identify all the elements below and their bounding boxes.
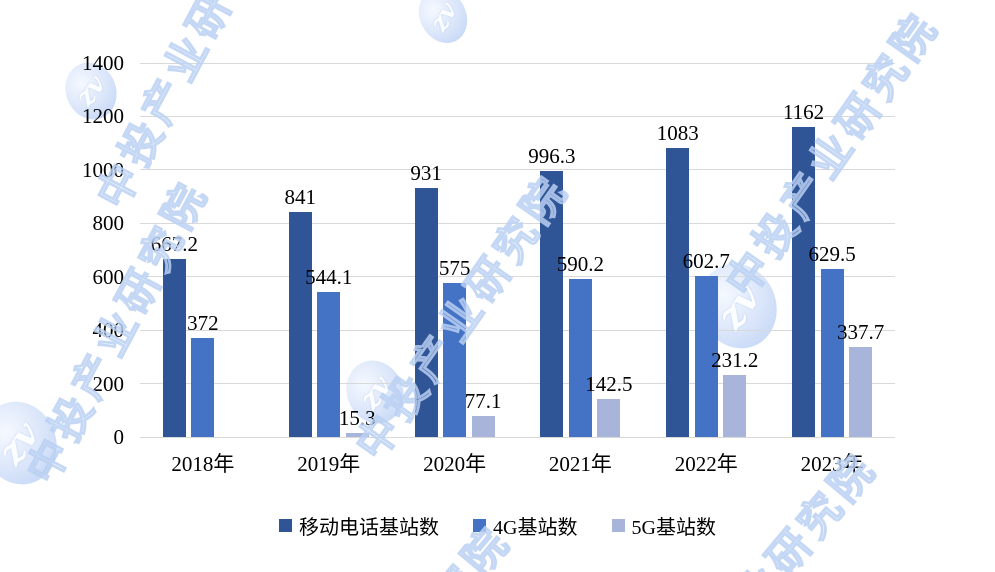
- y-tick-label: 800: [92, 211, 125, 236]
- x-category-label: 2021年: [548, 452, 612, 476]
- gridline: [140, 436, 895, 438]
- legend-item: 5G基站数: [611, 511, 716, 540]
- bar-value-label: 841: [284, 185, 317, 210]
- x-category-label: 2023年: [800, 452, 864, 476]
- y-tick-label: 400: [92, 318, 125, 343]
- bar-value-label: 667.2: [150, 231, 199, 256]
- bar-value-label: 602.7: [682, 248, 730, 273]
- y-tick-label: 1200: [82, 104, 124, 129]
- gridline: [140, 62, 895, 64]
- bar-value-label: 1083: [656, 120, 699, 145]
- bar: [597, 398, 621, 437]
- legend-swatch: [279, 519, 293, 532]
- bar-value-label: 931: [410, 161, 442, 186]
- x-category-label: 2020年: [423, 452, 487, 476]
- bar-value-label: 996.3: [528, 143, 576, 168]
- gridline: [140, 222, 895, 224]
- bar: [317, 291, 341, 437]
- gridline: [140, 383, 895, 385]
- bar: [723, 375, 747, 437]
- bar-value-label: 1162: [782, 99, 825, 124]
- gridline: [140, 329, 895, 331]
- y-tick-label: 1000: [82, 157, 124, 182]
- legend: 移动电话基站数 4G基站数 5G基站数: [0, 511, 995, 540]
- bar: [443, 283, 467, 437]
- legend-item: 移动电话基站数: [279, 511, 439, 540]
- x-category-label: 2019年: [297, 452, 361, 476]
- bar-value-label: 575: [438, 256, 471, 281]
- x-category-label: 2022年: [674, 452, 738, 476]
- y-tick-label: 200: [92, 371, 125, 396]
- legend-swatch: [473, 519, 487, 532]
- legend-label: 5G基站数: [631, 517, 716, 539]
- bar-value-label: 77.1: [464, 389, 502, 414]
- legend-label: 移动电话基站数: [299, 517, 440, 539]
- bar: [162, 258, 186, 437]
- bar-value-label: 15.3: [338, 405, 376, 430]
- gridline: [140, 115, 895, 117]
- bar: [849, 346, 873, 437]
- bar: [414, 188, 438, 437]
- bar: [345, 432, 369, 437]
- x-category-label: 2018年: [171, 452, 235, 476]
- bar-value-label: 372: [187, 310, 219, 335]
- legend-label: 4G基站数: [493, 517, 578, 539]
- bar: [820, 268, 844, 437]
- y-tick-label: 600: [92, 264, 125, 289]
- bar: [666, 147, 690, 437]
- legend-item: 4G基站数: [473, 511, 578, 540]
- bar-value-label: 544.1: [305, 264, 353, 289]
- gridline: [140, 169, 895, 171]
- bar-value-label: 337.7: [836, 319, 885, 344]
- bar: [694, 275, 718, 437]
- bar-value-label: 590.2: [556, 252, 605, 277]
- bar-value-label: 142.5: [585, 371, 633, 396]
- bar: [471, 416, 495, 437]
- bar: [288, 212, 312, 437]
- bar-value-label: 231.2: [711, 348, 759, 373]
- bar-value-label: 629.5: [808, 241, 856, 266]
- legend-swatch: [611, 519, 625, 532]
- bar: [191, 337, 215, 437]
- bar: [540, 170, 564, 437]
- bar: [792, 126, 816, 437]
- bar: [568, 279, 592, 437]
- gridline: [140, 276, 895, 278]
- y-tick-label: 0: [113, 425, 125, 449]
- y-tick-label: 1400: [82, 51, 124, 75]
